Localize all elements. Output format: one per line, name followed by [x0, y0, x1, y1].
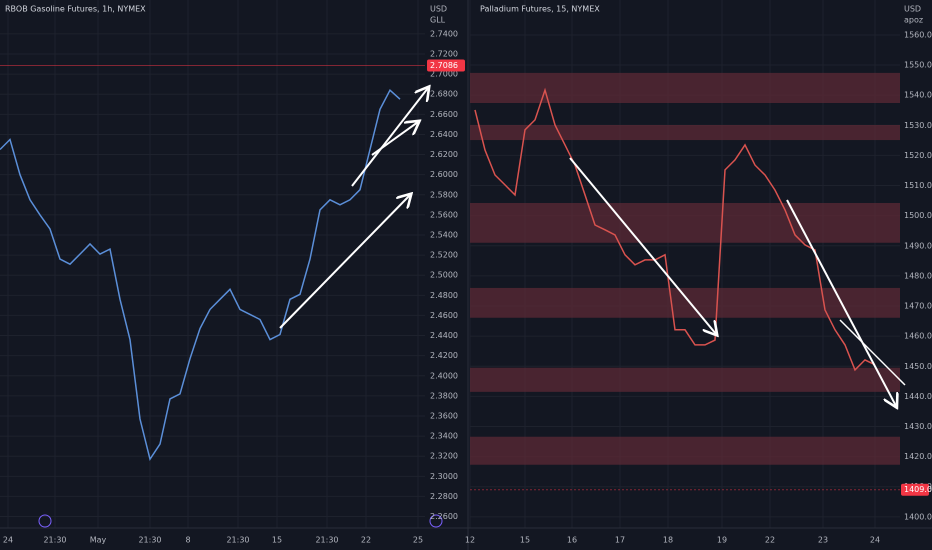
y-tick-label: 1430.0 — [904, 422, 932, 431]
x-tick-label: 15 — [520, 536, 530, 545]
y-tick-label: 1460.0 — [904, 332, 932, 341]
y-tick-label: 2.5000 — [430, 271, 458, 280]
last-price-label: 2.7086 — [430, 61, 458, 70]
y-tick-label: 2.4400 — [430, 331, 458, 340]
y-tick-label: 2.5200 — [430, 251, 458, 260]
y-tick-label: 1550.0 — [904, 61, 932, 70]
y-tick-label: 2.3200 — [430, 452, 458, 461]
y-tick-label: 2.6600 — [430, 110, 458, 119]
y-tick-label: 2.5600 — [430, 210, 458, 219]
y-tick-label: 2.6200 — [430, 150, 458, 159]
resistance-zone — [470, 367, 900, 392]
x-tick-label: 15 — [272, 536, 282, 545]
x-tick-label: 19 — [717, 536, 727, 545]
y-tick-label: 1440.0 — [904, 392, 932, 401]
axis-header: USD — [904, 5, 921, 14]
y-tick-label: 1450.0 — [904, 362, 932, 371]
x-tick-label: 17 — [615, 536, 625, 545]
x-tick-label: 22 — [765, 536, 775, 545]
y-tick-label: 1400.0 — [904, 512, 932, 521]
y-tick-label: 2.7000 — [430, 70, 458, 79]
x-tick-label: 24 — [3, 536, 13, 545]
last-price-tag — [901, 483, 929, 496]
axis-header: GLL — [430, 16, 446, 25]
y-tick-label: 2.6000 — [430, 170, 458, 179]
y-tick-label: 1480.0 — [904, 271, 932, 280]
y-tick-label: 2.6800 — [430, 90, 458, 99]
y-tick-label: 2.2800 — [430, 492, 458, 501]
resistance-zone — [470, 124, 900, 141]
x-tick-label: 22 — [361, 536, 371, 545]
trend-arrow — [371, 122, 418, 156]
x-tick-label: 21:30 — [226, 536, 249, 545]
chart-title: Palladium Futures, 15, NYMEX — [480, 5, 600, 14]
y-tick-label: 2.4800 — [430, 291, 458, 300]
x-tick-label: 25 — [413, 536, 423, 545]
text-layer: RBOB Gasoline Futures, 1h, NYMEX USD GLL 2.… — [3, 5, 932, 545]
y-tick-label: 2.4600 — [430, 311, 458, 320]
y-tick-label: 2.6400 — [430, 130, 458, 139]
x-tick-label: 24 — [870, 536, 880, 545]
y-tick-label: 2.3000 — [430, 472, 458, 481]
x-tick-label: 23 — [818, 536, 828, 545]
trend-line — [839, 319, 906, 386]
last-price-label: 1409.0 — [904, 485, 932, 494]
y-tick-label: 1530.0 — [904, 121, 932, 130]
y-tick-label: 1490.0 — [904, 241, 932, 250]
y-tick-label: 2.4000 — [430, 371, 458, 380]
x-tick-label: May — [90, 536, 107, 545]
x-tick-label: 21:30 — [43, 536, 66, 545]
resistance-zone — [470, 287, 900, 318]
replay-button[interactable] — [38, 514, 52, 528]
trend-arrow — [786, 199, 896, 406]
x-tick-label: 12 — [465, 536, 475, 545]
x-tick-label: 21:30 — [315, 536, 338, 545]
y-tick-label: 2.7400 — [430, 29, 458, 38]
y-tick-label: 1560.0 — [904, 30, 932, 39]
resistance-zone — [470, 436, 900, 465]
replay-button[interactable] — [429, 514, 443, 528]
y-tick-label: 1510.0 — [904, 181, 932, 190]
y-tick-label: 2.3400 — [430, 432, 458, 441]
y-tick-label: 1520.0 — [904, 151, 932, 160]
axis-header: USD — [430, 5, 447, 14]
resistance-zone — [470, 72, 900, 104]
y-tick-label: 2.3600 — [430, 411, 458, 420]
y-tick-label: 2.4200 — [430, 351, 458, 360]
trend-arrow — [279, 195, 410, 329]
data-layer — [0, 64, 900, 491]
y-tick-label: 1540.0 — [904, 91, 932, 100]
y-tick-label: 1420.0 — [904, 452, 932, 461]
y-tick-label: 1500.0 — [904, 211, 932, 220]
x-tick-label: 8 — [185, 536, 190, 545]
x-tick-label: 18 — [663, 536, 673, 545]
y-tick-label: 1470.0 — [904, 302, 932, 311]
axis-header: apoz — [904, 16, 923, 25]
x-tick-label: 21:30 — [138, 536, 161, 545]
chart-title: RBOB Gasoline Futures, 1h, NYMEX — [5, 5, 146, 14]
y-tick-label: 2.2600 — [430, 512, 458, 521]
resistance-zone — [470, 203, 900, 243]
y-tick-label: 2.7200 — [430, 49, 458, 58]
trend-arrow — [569, 157, 716, 334]
y-tick-label: 2.5800 — [430, 190, 458, 199]
x-tick-label: 16 — [567, 536, 577, 545]
price-line — [474, 87, 876, 372]
price-line — [0, 88, 401, 462]
y-tick-label: 2.5400 — [430, 230, 458, 239]
last-price-tag — [427, 59, 465, 72]
y-tick-label: 2.3800 — [430, 391, 458, 400]
trend-arrow — [351, 88, 428, 187]
